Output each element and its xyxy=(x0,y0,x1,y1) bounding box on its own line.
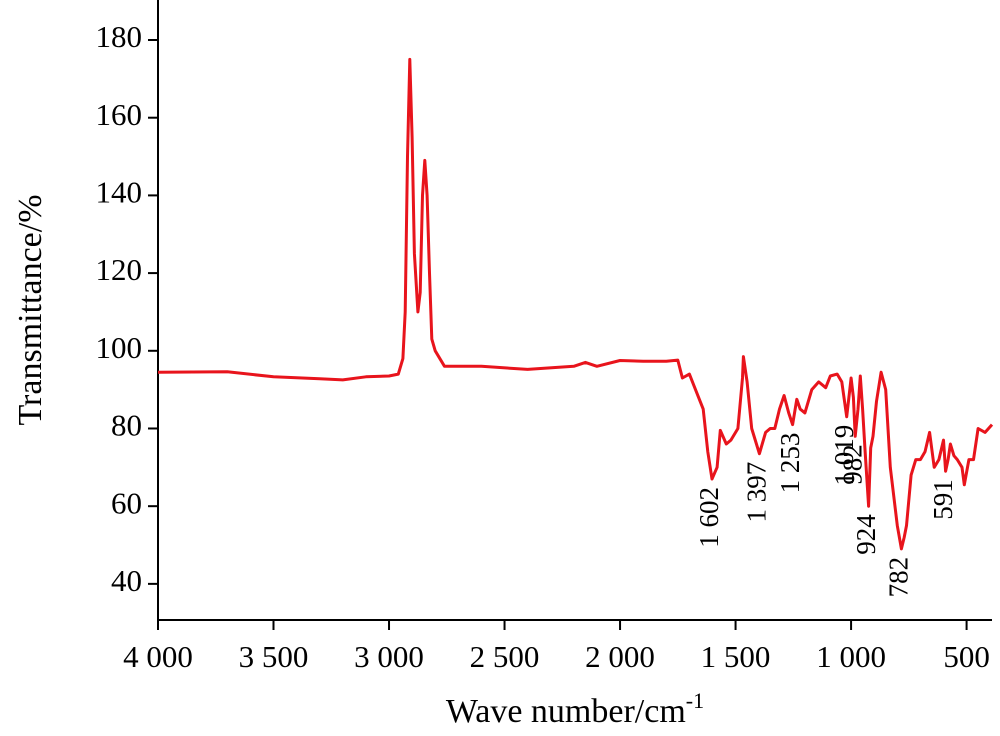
x-tick-label: 500 xyxy=(943,639,990,674)
y-tick-label: 40 xyxy=(111,563,142,598)
y-tick-label: 100 xyxy=(96,330,143,365)
x-axis-title-main: Wave number/cm xyxy=(446,693,686,730)
peak-label: 1 019 xyxy=(829,425,859,486)
y-axis-title: Transmittance/% xyxy=(12,194,49,425)
peak-label: 982 xyxy=(837,444,867,485)
x-tick-label: 1 500 xyxy=(701,639,771,674)
x-tick-label: 2 500 xyxy=(470,639,540,674)
peak-label: 924 xyxy=(851,514,881,555)
x-tick-label: 4 000 xyxy=(123,639,193,674)
y-tick-label: 120 xyxy=(96,252,143,287)
y-tick-label: 60 xyxy=(111,485,142,520)
x-tick-label: 3 000 xyxy=(354,639,424,674)
x-axis-title-sup: -1 xyxy=(686,688,704,713)
y-tick-label: 140 xyxy=(96,175,143,210)
peak-label: 1 602 xyxy=(694,487,724,548)
peak-label: 782 xyxy=(884,557,914,598)
y-tick-label: 80 xyxy=(111,408,142,443)
x-tick-label: 2 000 xyxy=(585,639,655,674)
x-tick-label: 3 500 xyxy=(239,639,309,674)
peak-label: 1 397 xyxy=(742,462,772,523)
y-tick-label: 160 xyxy=(96,97,143,132)
spectrum-line xyxy=(157,57,994,551)
x-tick-label: 1 000 xyxy=(816,639,886,674)
x-axis-title: Wave number/cm-1 xyxy=(446,688,704,730)
y-tick-label: 180 xyxy=(96,19,143,54)
peak-label: 1 253 xyxy=(775,433,805,494)
peak-label: 591 xyxy=(928,479,958,520)
